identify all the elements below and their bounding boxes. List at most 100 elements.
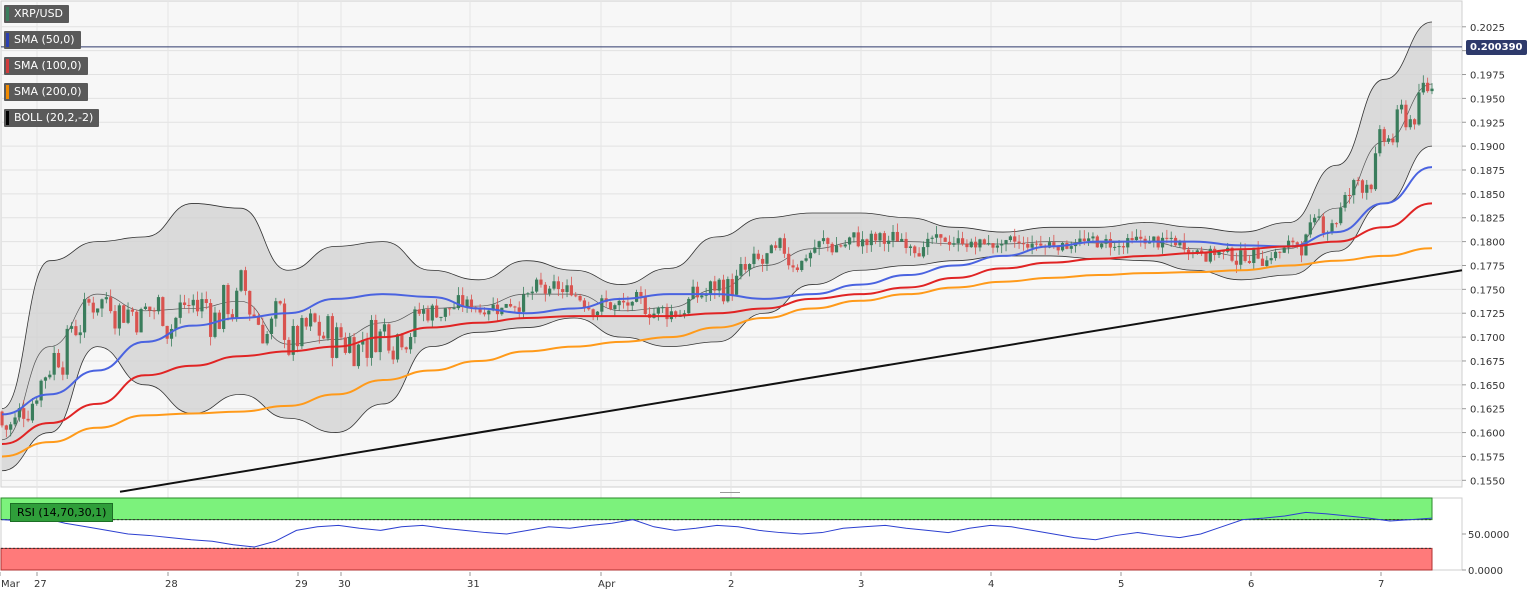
candle-body	[978, 239, 982, 248]
candle-body	[295, 325, 300, 347]
candle-body	[952, 243, 956, 245]
candle-body	[991, 243, 995, 248]
candle-body	[626, 302, 630, 306]
candle-body	[1352, 180, 1356, 196]
candle-body	[574, 295, 578, 297]
candle-body	[821, 238, 826, 242]
candle-body	[35, 400, 39, 404]
x-tick-label: 4	[988, 579, 994, 590]
candle-body	[109, 297, 113, 312]
candle-body	[891, 231, 895, 241]
legend-entry[interactable]: BOLL (20,2,-2)	[4, 109, 100, 127]
candle-body	[1413, 119, 1417, 125]
x-tick-label: 5	[1118, 579, 1124, 590]
candle-body	[235, 290, 239, 319]
candle-body	[382, 324, 387, 332]
candle-body	[930, 237, 934, 239]
legend-entry[interactable]: SMA (200,0)	[4, 83, 88, 101]
candle-body	[1139, 236, 1143, 239]
candle-body	[1169, 237, 1173, 239]
candle-body	[595, 311, 600, 316]
y-tick-label: 0.1850	[1470, 190, 1505, 201]
candle-body	[395, 334, 400, 360]
candle-body	[1130, 238, 1134, 241]
candle-body	[943, 237, 947, 242]
candle-body	[274, 301, 278, 319]
candle-body	[378, 331, 382, 353]
candle-body	[374, 319, 378, 353]
candle-body	[30, 403, 35, 421]
candle-body	[1030, 243, 1034, 248]
candle-body	[782, 238, 786, 254]
candle-body	[621, 300, 626, 303]
candle-body	[539, 279, 543, 285]
y-tick-label: 0.1675	[1470, 357, 1505, 368]
x-tick-label: Apr	[598, 579, 616, 590]
candle-body	[634, 292, 639, 302]
y-tick-label: 0.1750	[1470, 285, 1505, 296]
candle-body	[148, 306, 152, 311]
candle-body	[1017, 241, 1021, 244]
x-tick-label: 2	[728, 579, 734, 590]
rsi-y-tick-label: 50.0000	[1468, 530, 1509, 541]
candle-body	[435, 305, 439, 318]
candle-body	[917, 253, 921, 257]
candle-body	[1121, 246, 1125, 248]
candle-body	[469, 299, 474, 308]
candle-body	[1313, 217, 1317, 223]
candle-body	[317, 321, 321, 336]
x-tick-label: 6	[1248, 579, 1254, 590]
candle-body	[269, 318, 274, 334]
candle-body	[465, 299, 469, 307]
candle-body	[165, 325, 169, 339]
candle-body	[639, 292, 643, 297]
candle-body	[687, 298, 691, 314]
candle-body	[513, 306, 517, 308]
candle-body	[1399, 104, 1404, 110]
candle-body	[643, 296, 647, 315]
candle-body	[287, 339, 291, 355]
candle-body	[1339, 207, 1343, 224]
candle-body	[1243, 250, 1247, 261]
candle-body	[826, 238, 830, 244]
candle-body	[191, 299, 195, 306]
legend-entry[interactable]: SMA (50,0)	[4, 31, 81, 49]
candle-body	[747, 264, 752, 270]
candle-body	[1100, 243, 1104, 248]
candle-body	[213, 312, 217, 337]
last-price-tag: 0.200390	[1466, 39, 1527, 55]
candle-body	[774, 245, 778, 248]
candle-body	[508, 304, 513, 307]
candle-body	[1295, 242, 1299, 245]
legend-entry[interactable]: XRP/USD	[4, 5, 70, 23]
candle-body	[1282, 247, 1286, 253]
candle-body	[939, 234, 943, 238]
candle-body	[1069, 246, 1073, 249]
candle-body	[1178, 240, 1182, 246]
x-tick-label: 3	[858, 579, 864, 590]
candle-body	[1321, 216, 1325, 233]
legend-label: SMA (200,0)	[14, 85, 82, 98]
candle-body	[361, 340, 365, 345]
candle-body	[934, 234, 939, 238]
candle-body	[61, 367, 65, 375]
candle-body	[226, 284, 230, 315]
legend-entry[interactable]: SMA (100,0)	[4, 57, 88, 75]
candle-body	[695, 286, 700, 298]
candle-body	[778, 238, 782, 248]
candle-body	[1113, 246, 1117, 248]
candle-body	[182, 302, 187, 306]
candle-body	[813, 247, 817, 253]
candle-body	[874, 233, 878, 241]
candle-body	[1317, 216, 1321, 218]
candle-body	[448, 308, 452, 310]
legend-label: BOLL (20,2,-2)	[14, 111, 94, 124]
candle-body	[1330, 223, 1334, 233]
candle-body	[222, 284, 226, 329]
pane-splitter-handle[interactable]	[720, 492, 740, 498]
candle-body	[300, 317, 304, 347]
candle-body	[578, 295, 582, 301]
candle-body	[861, 239, 865, 247]
candle-body	[1034, 243, 1039, 245]
candle-body	[452, 308, 456, 310]
